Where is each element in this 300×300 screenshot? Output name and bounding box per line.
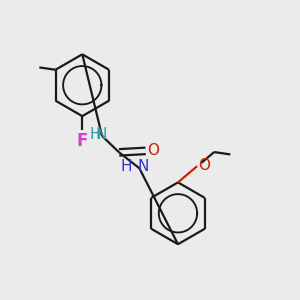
Text: O: O: [198, 158, 210, 173]
Text: N: N: [95, 128, 106, 142]
Text: O: O: [147, 143, 159, 158]
Text: F: F: [76, 132, 88, 150]
Text: H: H: [121, 159, 132, 174]
Text: H: H: [89, 128, 100, 142]
Text: N: N: [138, 159, 149, 174]
